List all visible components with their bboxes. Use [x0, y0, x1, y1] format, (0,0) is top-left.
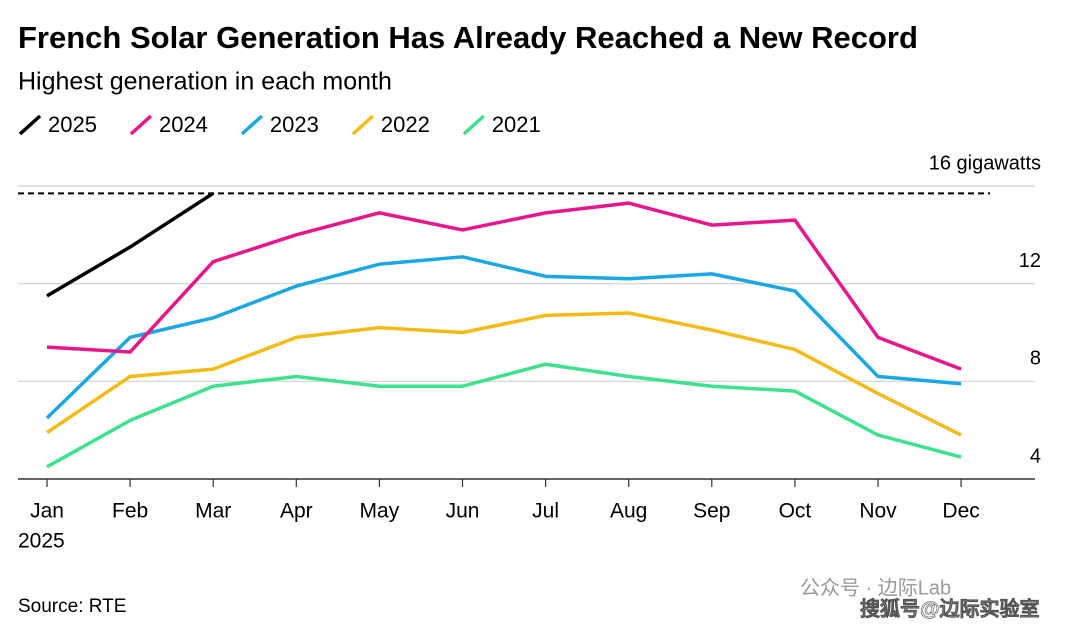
x-tick-label: Jan — [30, 500, 64, 523]
legend-label: 2021 — [492, 112, 541, 137]
y-tick-label: 8 — [1030, 348, 1041, 370]
watermark: 搜狐号@边际实验室 — [860, 596, 1040, 620]
x-year-label: 2025 — [18, 530, 65, 553]
y-tick-label: 4 — [1030, 445, 1041, 467]
x-tick-label: May — [360, 500, 400, 523]
series-line — [46, 362, 962, 469]
x-tick-label: Sep — [693, 500, 730, 523]
x-tick-label: Oct — [779, 500, 812, 523]
legend-label: 2022 — [381, 112, 430, 137]
chart-title: French Solar Generation Has Already Reac… — [18, 20, 918, 55]
source: Source: RTE — [18, 596, 126, 617]
watermark: 公众号 · 边际Lab — [800, 576, 951, 599]
legend-swatch — [240, 114, 264, 136]
legend-swatch — [18, 114, 42, 136]
x-tick-label: Mar — [195, 500, 231, 523]
x-tick-label: Nov — [859, 500, 897, 523]
series-line — [45, 255, 962, 420]
x-tick-label: Aug — [610, 500, 647, 523]
series-line — [46, 201, 962, 371]
y-tick-label: 16 gigawatts — [929, 152, 1041, 174]
x-tick-label: Dec — [942, 500, 979, 523]
x-tick-label: Jun — [446, 500, 480, 523]
series-line — [46, 311, 962, 437]
legend-swatch — [129, 114, 153, 136]
legend-swatch — [351, 114, 375, 136]
x-tick-label: Jul — [532, 500, 559, 523]
legend-label: 2024 — [159, 112, 208, 137]
legend-swatch — [462, 114, 485, 136]
legend-label: 2025 — [48, 112, 97, 137]
legend-label: 2023 — [270, 112, 319, 137]
series-line — [46, 191, 215, 298]
chart-subtitle: Highest generation in each month — [18, 68, 392, 96]
y-tick-label: 12 — [1019, 250, 1041, 272]
x-tick-label: Apr — [280, 500, 313, 523]
x-tick-label: Feb — [112, 500, 148, 523]
